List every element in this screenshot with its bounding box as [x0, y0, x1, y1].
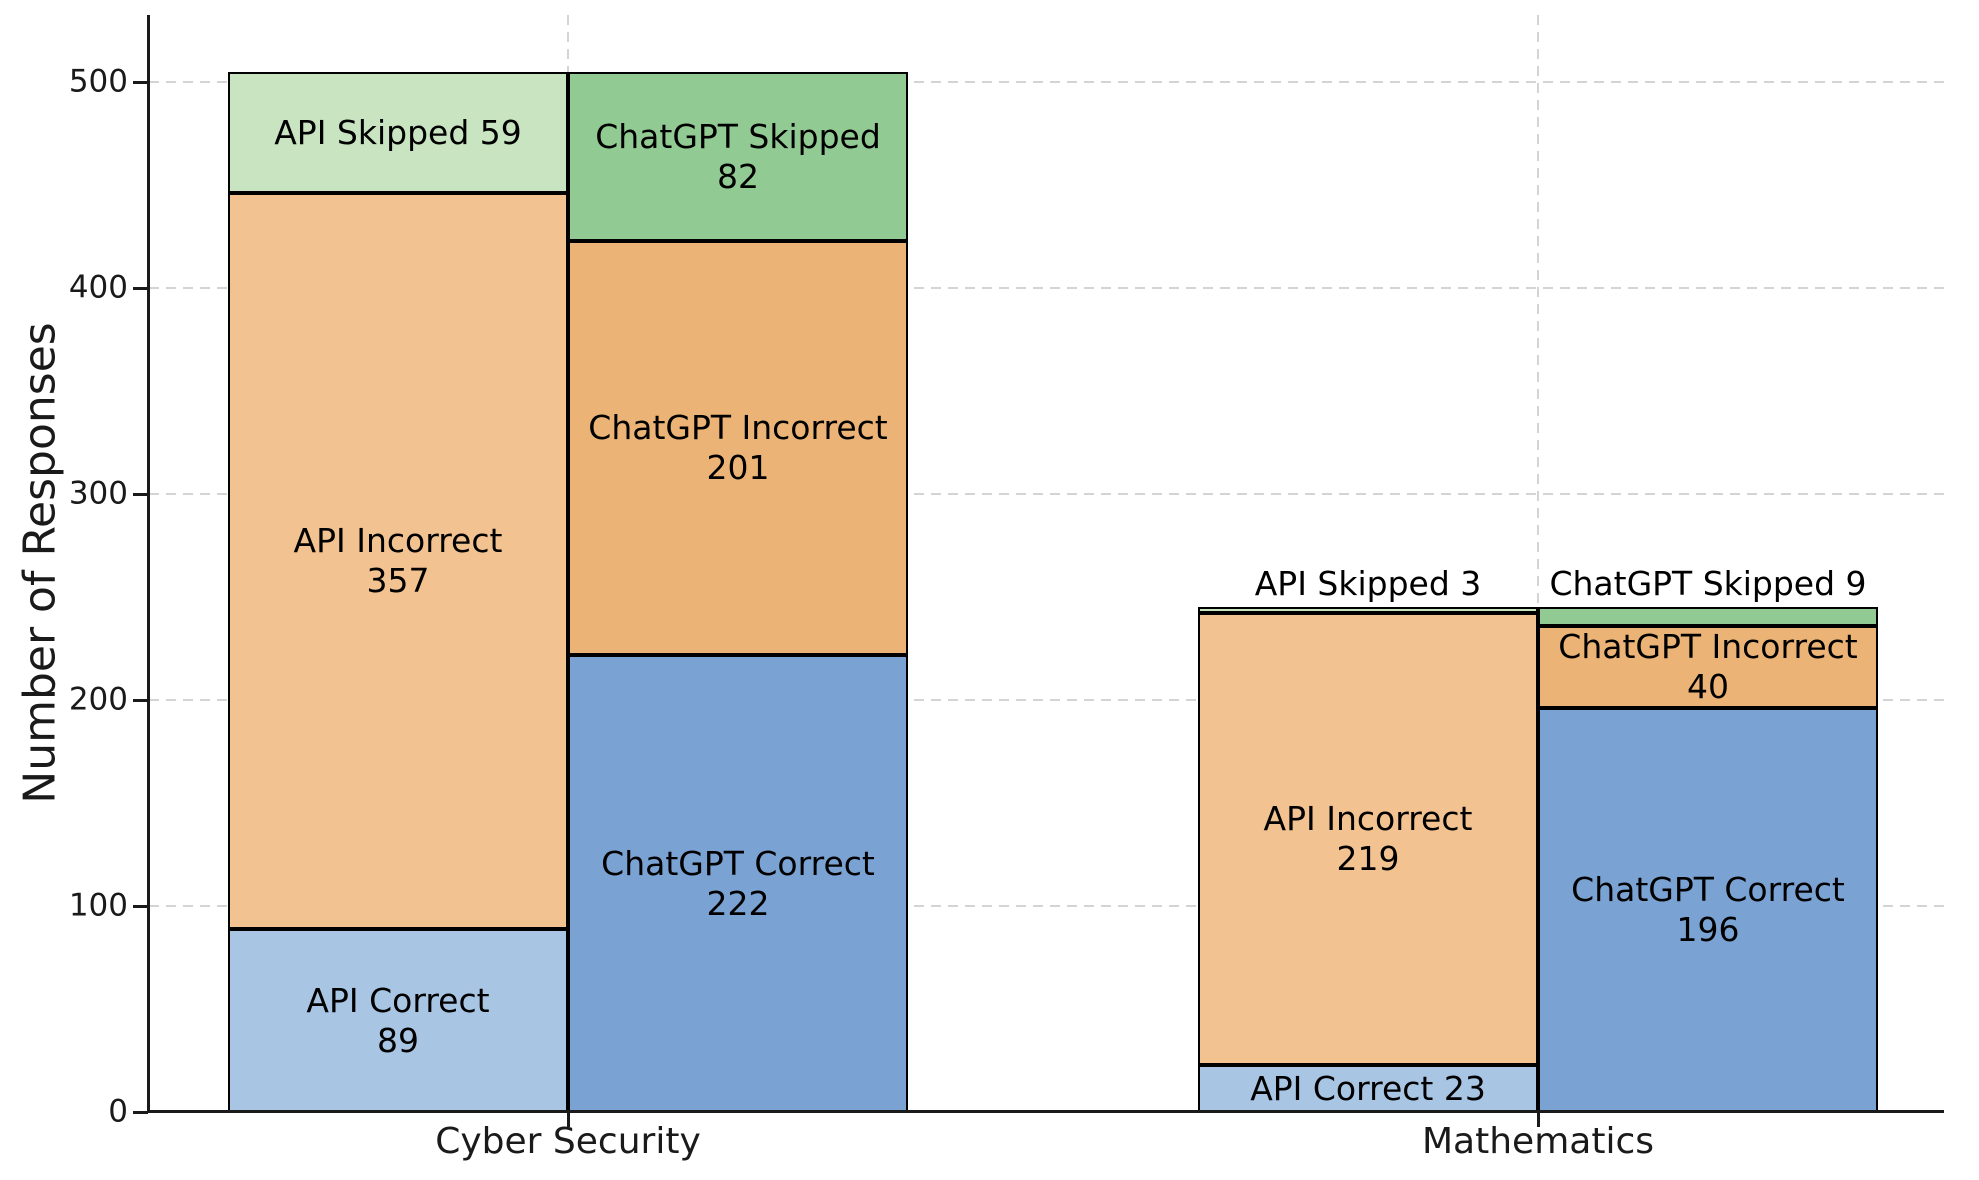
bar-segment-label-line: 40 [1687, 667, 1729, 706]
bar-segment-label-line: 357 [366, 561, 430, 600]
bar-segment-label-line: 219 [1336, 839, 1400, 878]
bar-segment-label-line: ChatGPT Incorrect [1558, 627, 1858, 666]
y-tick-label-500: 500 [68, 63, 128, 100]
bar-segment-label: API Correct 89 [306, 981, 489, 1061]
grid-line-y-200 [149, 699, 1944, 701]
bar-segment-label: ChatGPT Correct 222 [601, 844, 875, 924]
bar-segment-api-incorrect [228, 193, 568, 929]
y-tick-mark-300 [133, 493, 148, 496]
bar-segment-chatgpt-incorrect [568, 241, 908, 655]
bar-segment-api-skipped [1198, 607, 1538, 613]
bar-segment-label: API Incorrect 219 [1264, 799, 1473, 879]
bar-segment-api-correct [1198, 1065, 1538, 1112]
bar-segment-label-line: 222 [706, 883, 770, 923]
bar-segment-label: API Incorrect 357 [294, 521, 503, 601]
bar-segment-label-above: ChatGPT Skipped 9 [1549, 564, 1867, 603]
grid-line-x-1 [1537, 15, 1539, 1112]
grid-line-y-500 [149, 81, 1944, 83]
bar-segment-label: API Skipped 59 [274, 113, 522, 153]
y-axis-spine [147, 15, 150, 1113]
x-tick-mark-0 [567, 1113, 570, 1127]
bar-segment-label: ChatGPT Incorrect 40 [1558, 627, 1857, 707]
y-tick-label-400: 400 [68, 269, 128, 306]
bar-segment-label-line: ChatGPT Correct [1571, 870, 1845, 909]
bar-segment-label-line: ChatGPT Skipped [595, 116, 881, 156]
bar-segment-label: ChatGPT Correct 196 [1571, 870, 1845, 950]
bar-segment-label-line: 196 [1676, 910, 1740, 949]
bar-segment-label: ChatGPT Incorrect 201 [588, 408, 887, 488]
bar-segment-api-incorrect [1198, 613, 1538, 1065]
bar-segment-api-skipped [228, 72, 568, 193]
x-category-label-0: Cyber Security [435, 1121, 701, 1162]
bar-segment-chatgpt-skipped [568, 72, 908, 241]
bar-segment-label-line: API Incorrect [293, 521, 503, 560]
bar-segment-chatgpt-incorrect [1538, 626, 1878, 708]
bar-segment-label-line: 82 [716, 156, 759, 196]
grid-line-y-400 [149, 287, 1944, 289]
y-tick-label-200: 200 [68, 681, 128, 718]
y-tick-mark-100 [133, 905, 148, 908]
y-tick-mark-400 [133, 287, 148, 290]
grid-line-y-100 [149, 905, 1944, 907]
bar-segment-label-line: API Skipped 59 [274, 112, 522, 152]
bar-segment-chatgpt-skipped [1538, 607, 1878, 626]
y-axis-title: Number of Responses [14, 322, 66, 804]
bar-segment-chatgpt-correct [1538, 708, 1878, 1112]
bar-segment-label-line: ChatGPT Correct [601, 843, 875, 883]
bar-segment-label-above: API Skipped 3 [1254, 564, 1482, 603]
bar-segment-label: ChatGPT Skipped 82 [595, 117, 881, 197]
x-tick-mark-1 [1537, 1113, 1540, 1127]
bar-segment-label-line: 201 [706, 448, 770, 487]
y-tick-label-100: 100 [68, 887, 128, 924]
bar-segment-label-line: API Incorrect [1263, 799, 1473, 838]
bar-segment-label-line: 89 [377, 1020, 419, 1060]
x-category-label-1: Mathematics [1422, 1121, 1654, 1162]
bar-segment-label: API Correct 23 [1250, 1069, 1486, 1109]
y-tick-mark-0 [133, 1111, 148, 1114]
x-axis-spine [147, 1110, 1944, 1113]
y-tick-mark-500 [133, 81, 148, 84]
grid-line-y-300 [149, 493, 1944, 495]
y-tick-label-300: 300 [68, 475, 128, 512]
bar-segment-label-line: API Correct [306, 980, 490, 1020]
bar-segment-chatgpt-correct [568, 655, 908, 1112]
bar-segment-label-line: API Correct 23 [1250, 1068, 1486, 1108]
y-tick-mark-200 [133, 699, 148, 702]
bar-segment-label-line: ChatGPT Incorrect [588, 408, 888, 447]
y-tick-label-0: 0 [108, 1093, 128, 1130]
